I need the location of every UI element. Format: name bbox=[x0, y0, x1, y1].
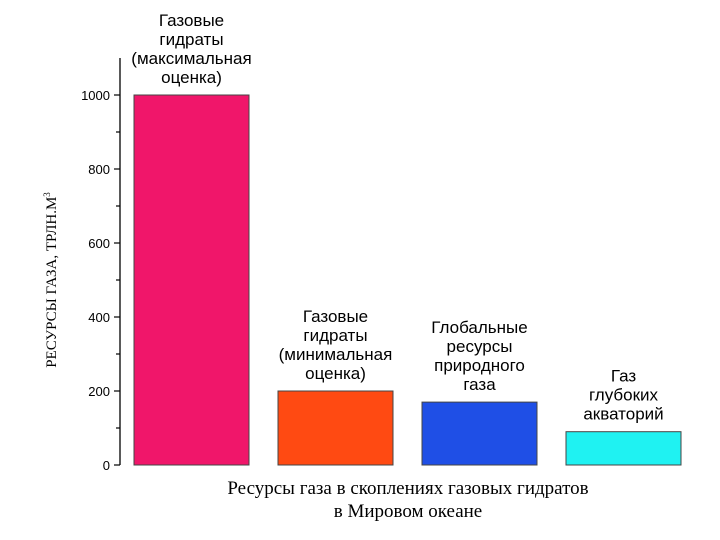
bar bbox=[133, 94, 250, 466]
bars bbox=[133, 94, 682, 466]
x-axis-title-line-2: в Мировом океане bbox=[334, 501, 483, 522]
bar-caption-line: (максимальная bbox=[131, 49, 251, 68]
bar-caption-line: оценка) bbox=[305, 364, 366, 383]
y-tick-label: 0 bbox=[103, 458, 110, 473]
y-tick-label: 400 bbox=[88, 310, 110, 325]
bar-caption-line: глубоких bbox=[589, 386, 659, 405]
bar-caption-line: ресурсы bbox=[447, 337, 513, 356]
bar bbox=[277, 390, 394, 466]
bar-caption-line: газа bbox=[463, 375, 496, 394]
bar-caption-line: оценка) bbox=[161, 68, 222, 87]
bar-caption-line: гидраты bbox=[303, 326, 367, 345]
bar-caption-line: (минимальная bbox=[279, 345, 393, 364]
bar-caption-line: Газовые bbox=[159, 11, 224, 30]
bar-caption-line: Глобальные bbox=[431, 318, 527, 337]
bar-caption-line: природного bbox=[434, 356, 525, 375]
bar-captions: Газовыегидраты(максимальнаяоценка)Газовы… bbox=[131, 11, 663, 424]
bar bbox=[565, 431, 682, 466]
y-tick-label: 1000 bbox=[81, 88, 110, 103]
x-axis-title-line-1: Ресурсы газа в скоплениях газовых гидрат… bbox=[227, 478, 588, 499]
bar bbox=[421, 401, 538, 466]
y-axis-title: РЕСУРСЫ ГАЗА, ТРЛН.М3 bbox=[42, 192, 60, 368]
y-tick-label: 600 bbox=[88, 236, 110, 251]
bar-caption-line: акваторий bbox=[583, 405, 663, 424]
y-axis-title-text: РЕСУРСЫ ГАЗА, ТРЛН.М bbox=[44, 197, 60, 368]
y-axis: 0 200 400 600 800 1000 bbox=[81, 58, 121, 473]
bar-caption-line: Газовые bbox=[303, 307, 368, 326]
bar-caption-line: гидраты bbox=[159, 30, 223, 49]
bar-caption-line: Газ bbox=[611, 367, 637, 386]
y-axis-title-superscript: 3 bbox=[42, 192, 52, 197]
y-tick-label: 200 bbox=[88, 384, 110, 399]
y-tick-label: 800 bbox=[88, 162, 110, 177]
